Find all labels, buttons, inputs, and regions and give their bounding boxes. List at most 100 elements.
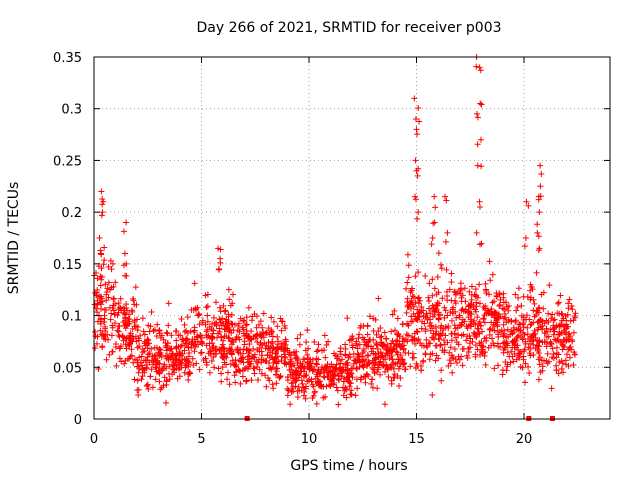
data-point — [237, 380, 244, 387]
data-point — [163, 399, 170, 406]
data-point — [362, 373, 369, 380]
data-point — [154, 321, 161, 328]
data-point — [237, 315, 244, 322]
data-point — [550, 331, 557, 338]
data-point — [259, 324, 266, 331]
data-point — [330, 381, 337, 388]
data-point — [427, 340, 434, 347]
data-point — [415, 269, 422, 276]
data-point — [344, 315, 351, 322]
data-point — [496, 291, 503, 298]
data-point — [268, 353, 275, 360]
data-point — [389, 361, 396, 368]
data-point — [282, 325, 289, 332]
data-point — [242, 322, 249, 329]
data-point — [322, 354, 329, 361]
data-point — [300, 392, 307, 399]
data-point — [439, 347, 446, 354]
data-point — [161, 361, 168, 368]
data-point — [184, 357, 191, 364]
data-point — [536, 209, 543, 216]
data-point — [144, 381, 151, 388]
y-tick-label: 0.1 — [61, 310, 82, 325]
data-point — [534, 221, 541, 228]
data-point — [258, 370, 265, 377]
data-point — [519, 335, 526, 342]
data-point — [384, 341, 391, 348]
data-point — [281, 346, 288, 353]
data-point — [119, 333, 126, 340]
data-point — [141, 340, 148, 347]
data-point — [518, 302, 525, 309]
data-point — [425, 294, 432, 301]
data-point — [388, 380, 395, 387]
data-point — [448, 279, 455, 286]
data-point — [171, 366, 178, 373]
data-point — [369, 384, 376, 391]
data-point — [99, 195, 106, 202]
data-point — [94, 275, 101, 282]
data-point — [313, 360, 320, 367]
data-point — [438, 265, 445, 272]
data-point — [499, 371, 506, 378]
data-point — [527, 321, 534, 328]
data-point — [254, 359, 261, 366]
data-point — [320, 373, 327, 380]
data-point — [415, 336, 422, 343]
data-point — [115, 300, 122, 307]
data-point — [195, 312, 202, 319]
data-point — [143, 364, 150, 371]
data-point — [177, 352, 184, 359]
data-point — [148, 345, 155, 352]
data-point — [381, 329, 388, 336]
data-point — [137, 332, 144, 339]
data-point — [349, 374, 356, 381]
data-point — [257, 341, 264, 348]
data-point — [559, 346, 566, 353]
data-point — [345, 377, 352, 384]
data-point — [181, 328, 188, 335]
data-point — [501, 330, 508, 337]
y-tick-label: 0.15 — [53, 258, 82, 273]
data-point — [425, 297, 432, 304]
data-point — [157, 386, 164, 393]
data-point — [303, 339, 310, 346]
data-point — [274, 323, 281, 330]
data-point — [270, 385, 277, 392]
data-point — [355, 335, 362, 342]
data-point — [148, 366, 155, 373]
data-point — [414, 337, 421, 344]
data-point — [378, 333, 385, 340]
data-point — [525, 202, 532, 209]
data-point — [397, 359, 404, 366]
data-point — [296, 341, 303, 348]
data-point — [306, 365, 313, 372]
data-point — [368, 348, 375, 355]
data-point — [282, 341, 289, 348]
data-point — [534, 229, 541, 236]
data-point — [322, 393, 329, 400]
data-point — [242, 332, 249, 339]
data-point — [228, 329, 235, 336]
data-point — [515, 285, 522, 292]
data-point — [384, 365, 391, 372]
data-point — [412, 299, 419, 306]
data-point — [551, 325, 558, 332]
data-point — [225, 334, 232, 341]
data-point — [128, 346, 135, 353]
data-point — [97, 316, 104, 323]
data-point — [416, 118, 423, 125]
data-point — [432, 357, 439, 364]
data-point — [118, 358, 125, 365]
data-point — [443, 266, 450, 273]
data-point — [269, 333, 276, 340]
data-point — [422, 272, 429, 279]
data-point — [133, 316, 140, 323]
data-point — [522, 360, 529, 367]
data-point — [353, 338, 360, 345]
data-point — [163, 378, 170, 385]
data-point — [240, 354, 247, 361]
data-point — [232, 356, 239, 363]
data-point — [394, 337, 401, 344]
data-point — [377, 334, 384, 341]
